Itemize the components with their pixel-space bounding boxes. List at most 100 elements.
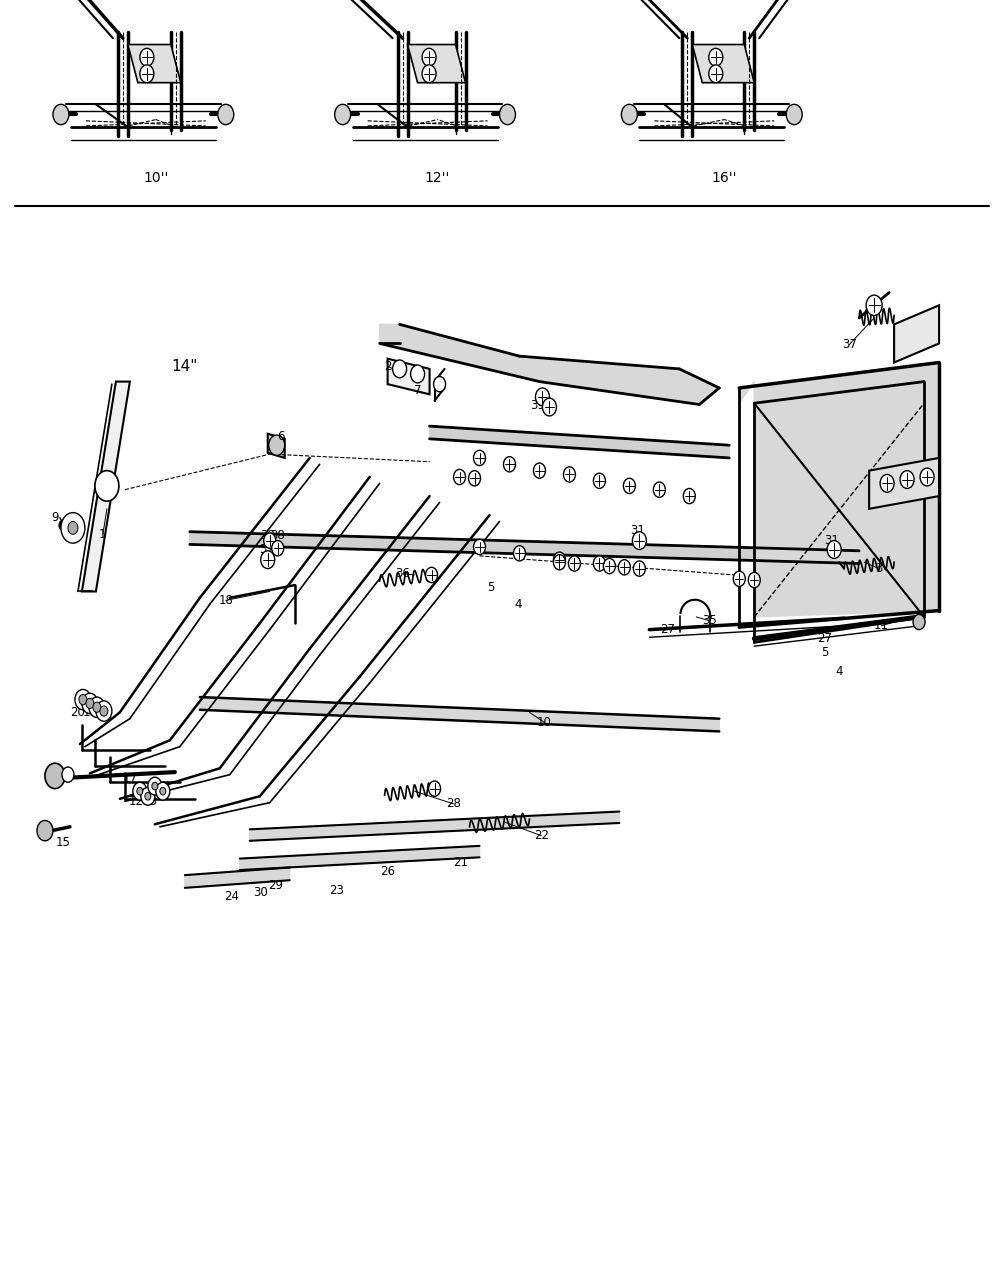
Text: 31: 31 <box>630 524 644 537</box>
Polygon shape <box>388 359 430 394</box>
Text: 39: 39 <box>261 529 275 542</box>
Text: 12'': 12'' <box>425 170 451 186</box>
Circle shape <box>568 556 580 571</box>
Circle shape <box>148 777 162 795</box>
Text: 39: 39 <box>530 399 544 412</box>
Circle shape <box>59 520 67 530</box>
Circle shape <box>880 474 894 492</box>
Polygon shape <box>185 868 290 888</box>
Circle shape <box>156 782 170 800</box>
Text: 29: 29 <box>268 879 284 892</box>
Circle shape <box>53 104 69 125</box>
Circle shape <box>503 457 515 472</box>
Circle shape <box>140 48 154 66</box>
Polygon shape <box>408 45 466 83</box>
Circle shape <box>62 767 74 782</box>
Polygon shape <box>240 846 480 870</box>
Text: 24: 24 <box>224 890 240 903</box>
Polygon shape <box>894 305 939 363</box>
Polygon shape <box>380 324 719 404</box>
Text: 2: 2 <box>384 360 392 373</box>
Circle shape <box>160 787 166 795</box>
Polygon shape <box>82 382 130 591</box>
Text: 8: 8 <box>60 523 68 536</box>
Text: 13: 13 <box>143 795 157 808</box>
Text: 27: 27 <box>659 623 675 636</box>
Text: 31: 31 <box>824 534 838 547</box>
Polygon shape <box>200 697 719 731</box>
Text: 14": 14" <box>172 359 198 374</box>
Text: 19: 19 <box>82 706 98 719</box>
Text: 35: 35 <box>702 614 716 627</box>
Text: 39: 39 <box>79 695 93 707</box>
Text: 26: 26 <box>380 865 396 878</box>
Circle shape <box>269 435 285 455</box>
Text: 28: 28 <box>447 798 461 810</box>
Circle shape <box>593 473 605 488</box>
Circle shape <box>900 471 914 488</box>
Circle shape <box>708 48 722 66</box>
Circle shape <box>411 365 425 383</box>
Text: 7: 7 <box>414 384 422 397</box>
Circle shape <box>393 360 407 378</box>
Text: 16: 16 <box>139 785 155 798</box>
Circle shape <box>137 787 143 795</box>
Text: 38: 38 <box>540 399 554 412</box>
Circle shape <box>145 792 151 800</box>
Text: 16'': 16'' <box>711 170 737 186</box>
Circle shape <box>633 561 645 576</box>
Circle shape <box>426 567 438 583</box>
Circle shape <box>469 471 481 486</box>
Circle shape <box>133 782 147 800</box>
Circle shape <box>603 558 615 574</box>
Circle shape <box>535 388 549 406</box>
Text: 27: 27 <box>816 632 832 645</box>
Circle shape <box>623 478 635 494</box>
Text: 9: 9 <box>51 511 59 524</box>
Polygon shape <box>190 532 859 563</box>
Text: 22: 22 <box>533 829 549 842</box>
Polygon shape <box>430 426 729 458</box>
Circle shape <box>86 698 94 709</box>
Text: 12: 12 <box>128 795 144 808</box>
Text: 20: 20 <box>71 706 85 719</box>
Circle shape <box>423 48 437 66</box>
Circle shape <box>653 482 665 497</box>
Circle shape <box>913 614 925 630</box>
Circle shape <box>553 552 565 567</box>
Circle shape <box>61 513 85 543</box>
Circle shape <box>429 781 441 796</box>
Circle shape <box>140 65 154 83</box>
Circle shape <box>100 706 108 716</box>
Text: 10'': 10'' <box>143 170 169 186</box>
Circle shape <box>261 551 275 569</box>
Circle shape <box>500 104 515 125</box>
Text: 18: 18 <box>219 594 233 607</box>
Text: 1: 1 <box>99 528 107 541</box>
Circle shape <box>474 539 486 555</box>
Text: 31: 31 <box>260 543 274 556</box>
Polygon shape <box>268 434 285 458</box>
Circle shape <box>141 787 155 805</box>
Text: 21: 21 <box>453 856 469 869</box>
Circle shape <box>434 377 446 392</box>
Circle shape <box>474 450 486 466</box>
Circle shape <box>708 65 722 83</box>
Circle shape <box>93 702 101 712</box>
Circle shape <box>264 533 276 548</box>
Circle shape <box>748 572 760 588</box>
Circle shape <box>423 65 437 83</box>
Circle shape <box>827 541 841 558</box>
Circle shape <box>533 463 545 478</box>
Circle shape <box>553 555 565 570</box>
Polygon shape <box>739 363 939 617</box>
Text: 38: 38 <box>89 701 103 714</box>
Polygon shape <box>250 812 619 841</box>
Text: 10: 10 <box>537 716 551 729</box>
Circle shape <box>96 701 112 721</box>
Circle shape <box>618 560 630 575</box>
Polygon shape <box>692 45 754 83</box>
Text: 37: 37 <box>842 338 856 351</box>
Text: 23: 23 <box>330 884 344 897</box>
Circle shape <box>733 571 745 586</box>
